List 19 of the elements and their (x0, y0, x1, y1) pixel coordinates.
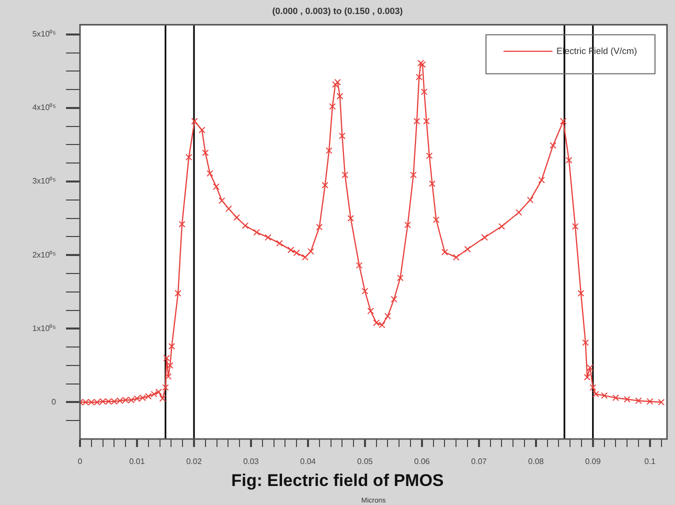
y-tick-label: 2x10⁰⁵ (32, 250, 56, 260)
x-tick-label: 0.08 (528, 457, 544, 466)
x-tick-label: 0.05 (357, 457, 374, 466)
x-tick-label: 0.01 (129, 457, 146, 466)
x-tick-label: 0.1 (644, 457, 656, 466)
x-tick-label: 0.03 (243, 457, 260, 466)
x-tick-label: 0.09 (585, 457, 602, 466)
x-tick-label: 0.07 (471, 457, 488, 466)
y-tick-label: 4x10⁰⁵ (32, 103, 56, 112)
y-tick-label: 3x10⁰⁵ (32, 176, 56, 186)
text: Fig: Electric field of PMOS (230, 471, 445, 491)
x-tick-label: 0.02 (186, 457, 202, 466)
y-tick-label: 1x10⁰⁵ (32, 324, 56, 333)
y-tick-label: 5x10⁰⁵ (32, 30, 56, 39)
x-tick-label: 0.06 (414, 457, 430, 466)
chart-title: (0.000 , 0.003) to (0.150 , 0.003) (272, 6, 403, 16)
x-tick-label: 0.04 (300, 457, 316, 466)
x-tick-label: 0 (78, 457, 83, 466)
y-tick-label: 0 (52, 397, 57, 406)
